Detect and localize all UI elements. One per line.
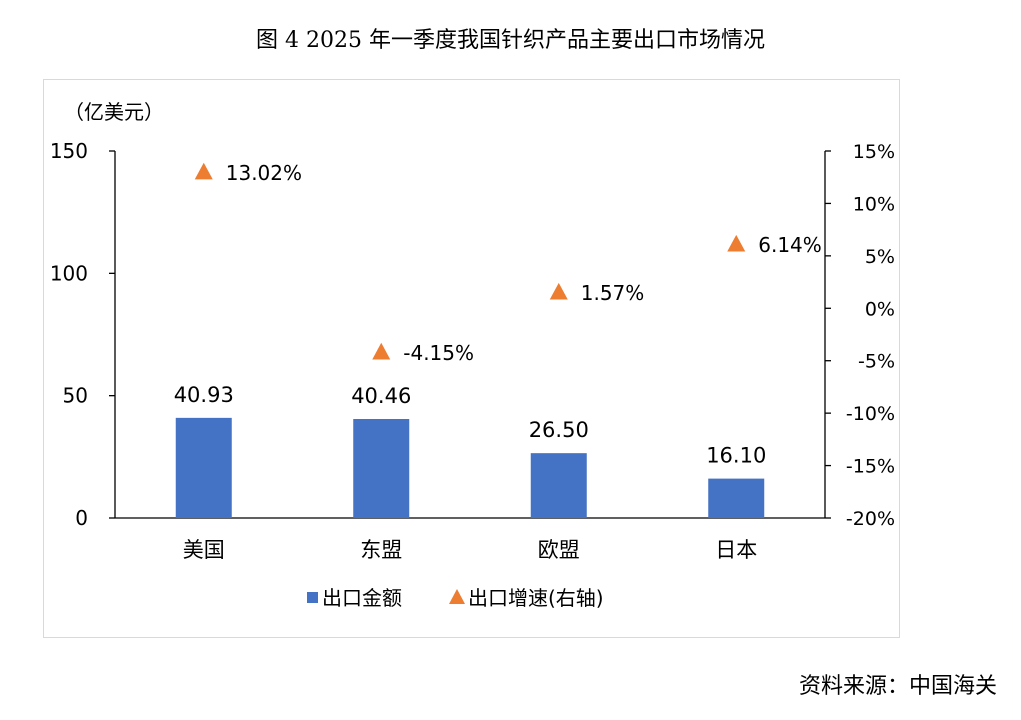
left-axis-tick-label: 100 — [50, 261, 88, 285]
right-axis-tick-label: 0% — [865, 298, 895, 320]
category-labels: 美国 东盟 欧盟 日本 — [183, 538, 758, 562]
bar — [175, 417, 232, 518]
right-axis-tick-label: -20% — [846, 508, 895, 530]
category-label: 美国 — [183, 538, 225, 562]
combo-chart: （亿美元） 0 50 100 150 -20% -15% -10% -5% 0% 5% 10% 15… — [50, 100, 895, 610]
left-axis-tick-label: 50 — [63, 384, 88, 408]
legend-bar-swatch — [307, 592, 318, 603]
category-label: 日本 — [715, 538, 757, 562]
category-label: 欧盟 — [538, 538, 580, 562]
legend-bar-label: 出口金额 — [322, 586, 402, 610]
right-axis: -20% -15% -10% -5% 0% 5% 10% 15% — [824, 141, 895, 530]
growth-data-label: 1.57% — [581, 281, 645, 305]
right-axis-tick-label: -15% — [846, 456, 895, 478]
growth-data-label: 13.02% — [226, 161, 302, 185]
growth-marker — [194, 162, 213, 180]
right-axis-tick-label: 10% — [853, 193, 895, 215]
bar-data-label: 40.46 — [351, 384, 411, 408]
bar-data-label: 16.10 — [706, 444, 766, 468]
growth-data-label: 6.14% — [758, 233, 822, 257]
legend-growth-swatch — [449, 589, 465, 604]
bar — [530, 453, 587, 518]
bar-data-label: 26.50 — [529, 418, 589, 442]
legend: 出口金额 出口增速(右轴) — [307, 586, 604, 610]
source-note: 资料来源：中国海关 — [798, 674, 997, 699]
category-label: 东盟 — [360, 538, 402, 562]
bar-data-label: 40.93 — [174, 383, 234, 407]
growth-data-label: -4.15% — [403, 341, 474, 365]
left-axis-tick-label: 150 — [50, 139, 88, 163]
chart-area: （亿美元） 0 50 100 150 -20% -15% -10% -5% 0% 5% 10% 15… — [43, 79, 900, 638]
left-axis: 0 50 100 150 — [50, 139, 825, 530]
right-axis-tick-label: -10% — [846, 403, 895, 425]
left-axis-tick-label: 0 — [75, 506, 88, 530]
growth-marker — [372, 342, 391, 360]
legend-growth-label: 出口增速(右轴) — [468, 586, 604, 610]
bar — [708, 478, 765, 518]
right-axis-tick-label: 15% — [853, 141, 895, 163]
right-axis-tick-label: -5% — [858, 351, 895, 373]
bar-series: 40.93 40.46 26.50 16.10 — [174, 383, 766, 518]
figure-title: 图 4 2025 年一季度我国针织产品主要出口市场情况 — [256, 28, 765, 53]
left-axis-unit-label: （亿美元） — [64, 100, 164, 124]
bar — [353, 419, 410, 518]
right-axis-tick-label: 5% — [865, 246, 895, 268]
growth-marker — [727, 234, 746, 252]
growth-marker — [549, 282, 568, 300]
growth-series: 13.02% -4.15% 1.57% 6.14% — [194, 161, 822, 365]
